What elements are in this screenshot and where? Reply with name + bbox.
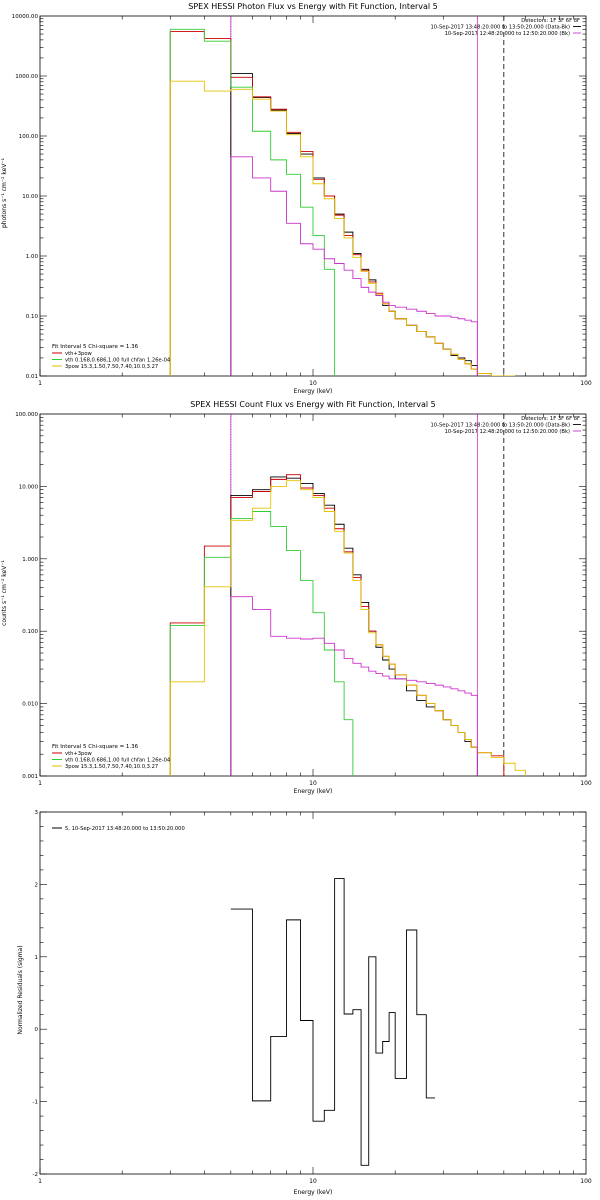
plot-area: 1 10 100 -2 -1 0 1 2 3: [33, 810, 592, 1185]
chart-title: SPEX HESSI Count Flux vs Energy with Fit…: [190, 400, 435, 409]
y-axis: -2 -1 0 1 2 3: [33, 810, 586, 1178]
header-line: 10-Sep-2017 13:48:20.000 to 13:50:20.000…: [430, 423, 570, 429]
fit-info: Fit Interval 5 Chi-square = 1.36: [52, 744, 139, 750]
y-tick-label: 0: [35, 1027, 39, 1033]
y-tick-label: 10.000: [19, 484, 39, 490]
series-group: [169, 414, 526, 776]
header-line: 10-Sep-2017 12:48:20.000 to 12:50:20.000…: [445, 31, 570, 37]
legend-label: 3pow 15.3,1.50,7.50,7.40,10.0,3.27: [65, 364, 158, 370]
y-tick-label: 1.00: [26, 254, 39, 260]
series-3pow: [169, 480, 526, 776]
x-axis-label: Energy (keV): [294, 788, 333, 795]
x-tick-label: 1: [38, 780, 42, 787]
x-axis: 1 10 100: [38, 414, 592, 787]
x-axis-label: Energy (keV): [294, 388, 333, 395]
chart-title: SPEX HESSI Photon Flux vs Energy with Fi…: [188, 2, 438, 11]
series-bk: [230, 156, 478, 376]
series-vth: [169, 511, 354, 776]
y-tick-label: -2: [33, 1172, 38, 1178]
count-flux-chart: SPEX HESSI Count Flux vs Energy with Fit…: [1, 400, 592, 795]
y-tick-label: 1000.00: [15, 74, 38, 80]
series-group: [230, 878, 436, 1166]
legend-label: vth+3pow: [65, 751, 93, 757]
x-tick-label: 1: [38, 1178, 42, 1185]
y-tick-label: 100.00: [19, 134, 39, 140]
x-tick-label: 10: [309, 380, 317, 387]
y-tick-label: 1: [35, 955, 39, 961]
y-tick-label: 0.10: [26, 314, 39, 320]
x-tick-label: 100: [580, 780, 592, 787]
legend: 5, 10-Sep-2017 13:48:20.000 to 13:50:20.…: [52, 826, 185, 832]
series-data-bk: [230, 476, 478, 776]
legend-label: 3pow 15.3,1.50,7.50,7.40,10.0,3.27: [65, 764, 158, 770]
y-tick-label: 0.001: [22, 774, 38, 780]
series-residuals: [230, 878, 436, 1166]
legend-label: 5, 10-Sep-2017 13:48:20.000 to 13:50:20.…: [65, 826, 185, 832]
y-axis-label: counts s⁻¹ cm⁻² keV⁻¹: [1, 560, 8, 626]
y-tick-label: 1.000: [22, 557, 38, 563]
series-vth-3pow: [169, 31, 504, 376]
x-tick-label: 10: [309, 1178, 317, 1185]
x-axis: 1 10 100: [38, 16, 592, 387]
y-tick-label: 100.000: [15, 412, 38, 418]
series-data-bk: [230, 73, 478, 376]
series-group: [169, 16, 516, 376]
y-tick-label: -1: [33, 1100, 38, 1106]
series-3pow: [169, 80, 516, 376]
x-tick-label: 100: [580, 1178, 592, 1185]
series-vth-3pow: [169, 474, 505, 776]
photon-flux-chart: SPEX HESSI Photon Flux vs Energy with Fi…: [1, 2, 592, 395]
y-tick-label: 10000.00: [12, 14, 39, 20]
series-bk: [230, 596, 478, 776]
legend-label: vth 0.168,0.686,1.00 full chfan 1.26e-04: [65, 758, 171, 764]
residuals-chart: 1 10 100 -2 -1 0 1 2 3 Energy (keV) Normalized R…: [17, 810, 592, 1196]
y-axis-label: Normalized Residuals (sigma): [17, 945, 24, 1034]
series-vth: [169, 28, 336, 376]
legend-label: vth+3pow: [65, 351, 93, 357]
header-line: Detectors: 1F 3F 6F 8F: [521, 416, 580, 422]
y-tick-label: 0.100: [22, 629, 38, 635]
x-tick-label: 100: [580, 380, 592, 387]
y-tick-label: 3: [35, 810, 39, 816]
y-tick-label: 0.010: [22, 702, 38, 708]
y-axis: 0.001 0.010 0.100 1.000 10.000 100.000: [15, 412, 586, 780]
x-tick-label: 10: [309, 780, 317, 787]
y-axis-label: photons s⁻¹ cm⁻² keV⁻¹: [1, 157, 8, 228]
y-tick-label: 10.00: [22, 194, 38, 200]
y-tick-label: 2: [35, 882, 39, 888]
legend-label: vth 0.168,0.686,1.00 full chfan 1.26e-04: [65, 358, 171, 364]
plot-area: 1 10 100 0.001 0.010 0.100 1.000 10.000 100.000: [15, 412, 592, 787]
x-tick-label: 1: [38, 380, 42, 387]
y-tick-label: 0.01: [26, 374, 38, 380]
plot-area: 1 10 100 0.01 0.10 1.00 10.00 100.00 1000.00 1000…: [12, 14, 592, 387]
header-line: 10-Sep-2017 12:48:20.000 to 12:50:20.000…: [445, 429, 570, 435]
x-axis-label: Energy (keV): [294, 1189, 333, 1196]
fit-info: Fit Interval 5 Chi-square = 1.36: [52, 344, 139, 350]
y-axis: 0.01 0.10 1.00 10.00 100.00 1000.00 10000.00: [12, 14, 586, 380]
header-line: 10-Sep-2017 13:48:20.000 to 13:50:20.000…: [430, 25, 570, 31]
x-axis: 1 10 100: [38, 812, 592, 1185]
header-line: Detectors: 1F 3F 6F 8F: [521, 18, 580, 24]
